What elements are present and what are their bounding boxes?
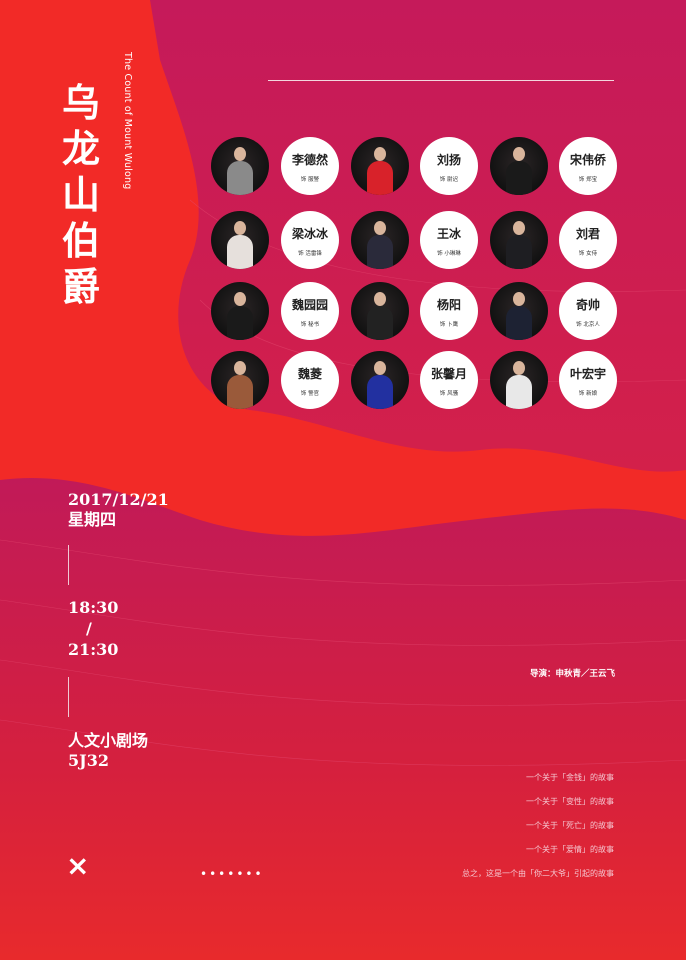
- lower-wave: [0, 478, 686, 960]
- actor-role: 饰 警官: [300, 391, 320, 397]
- cast-photo: [211, 282, 269, 340]
- figure-head: [374, 221, 386, 235]
- close-icon[interactable]: ×: [66, 849, 90, 882]
- cast-name-card: 杨阳饰 卜鹰: [420, 282, 478, 340]
- cast-name-card: 魏园园饰 秘书: [281, 282, 339, 340]
- cast-photo: [351, 211, 409, 269]
- figure: [506, 375, 532, 409]
- cast-photo: [211, 137, 269, 195]
- actor-role: 饰 女侍: [578, 251, 598, 257]
- actor-name: 魏园园: [291, 298, 328, 312]
- date: 2017/12/21: [68, 490, 169, 509]
- poster-subtitle: The Count of Mount Wulong: [122, 52, 133, 190]
- figure: [227, 375, 253, 409]
- figure: [506, 161, 532, 195]
- cast-name-card: 李德然饰 服警: [281, 137, 339, 195]
- actor-name: 叶宏宇: [569, 367, 606, 381]
- figure: [227, 235, 253, 269]
- figure: [367, 375, 393, 409]
- story-line: 一个关于「金钱」的故事: [526, 773, 614, 782]
- cast-photo: [211, 351, 269, 409]
- cast-photo: [490, 211, 548, 269]
- story-line: 总之，这是一个由「你二大爷」引起的故事: [462, 869, 614, 878]
- cast-name-card: 魏菱饰 警官: [281, 351, 339, 409]
- cast-name-card: 刘扬饰 尉迟: [420, 137, 478, 195]
- divider-line: [68, 545, 69, 585]
- weekday: 星期四: [68, 510, 117, 529]
- actor-role: 饰 新娘: [578, 391, 598, 397]
- actor-name: 奇帅: [575, 298, 600, 312]
- figure-head: [513, 221, 525, 235]
- actor-role: 饰 活雷锋: [298, 251, 322, 257]
- upper-wave: [150, 0, 686, 472]
- venue: 人文小剧场: [68, 731, 149, 750]
- cast-photo: [490, 137, 548, 195]
- cast-photo: [351, 351, 409, 409]
- time-end: 21:30: [68, 640, 119, 659]
- story-line: 一个关于「变性」的故事: [526, 797, 614, 806]
- figure-head: [513, 292, 525, 306]
- figure: [367, 235, 393, 269]
- actor-role: 饰 北京人: [576, 322, 600, 328]
- actor-name: 张馨月: [430, 367, 467, 381]
- figure-head: [234, 292, 246, 306]
- divider-line: [268, 80, 614, 81]
- room: 5J32: [68, 751, 109, 770]
- cast-name-card: 张馨月饰 风骚: [420, 351, 478, 409]
- more-dots-icon: •••••••: [200, 867, 264, 881]
- figure: [227, 161, 253, 195]
- cast-photo: [490, 351, 548, 409]
- actor-role: 饰 秘书: [300, 322, 320, 328]
- director: 导演：申秋青／王云飞: [530, 669, 616, 679]
- cast-name-card: 奇帅饰 北京人: [559, 282, 617, 340]
- cast-name-card: 梁冰冰饰 活雷锋: [281, 211, 339, 269]
- story-line: 一个关于「死亡」的故事: [526, 821, 614, 830]
- actor-role: 饰 郑宝: [578, 177, 598, 183]
- actor-role: 饰 尉迟: [439, 177, 459, 183]
- cast-photo: [211, 211, 269, 269]
- figure: [367, 306, 393, 340]
- figure: [506, 306, 532, 340]
- figure-head: [234, 221, 246, 235]
- actor-name: 梁冰冰: [291, 227, 328, 241]
- figure: [506, 235, 532, 269]
- actor-name: 刘君: [575, 227, 600, 241]
- actor-role: 饰 卜鹰: [439, 322, 459, 328]
- story-line: 一个关于「爱情」的故事: [526, 845, 614, 854]
- cast-name-card: 王冰饰 小琳琳: [420, 211, 478, 269]
- actor-name: 刘扬: [436, 153, 461, 167]
- cast-photo: [351, 282, 409, 340]
- time-separator: /: [86, 619, 92, 638]
- cast-name-card: 刘君饰 女侍: [559, 211, 617, 269]
- figure: [367, 161, 393, 195]
- cast-photo: [490, 282, 548, 340]
- figure-head: [374, 361, 386, 375]
- actor-role: 饰 小琳琳: [437, 251, 461, 257]
- cast-photo: [351, 137, 409, 195]
- actor-name: 王冰: [436, 227, 461, 241]
- figure: [227, 306, 253, 340]
- cast-name-card: 叶宏宇饰 新娘: [559, 351, 617, 409]
- actor-role: 饰 风骚: [439, 391, 459, 397]
- time-start: 18:30: [68, 598, 119, 617]
- figure-head: [374, 292, 386, 306]
- figure-head: [513, 147, 525, 161]
- actor-role: 饰 服警: [300, 177, 320, 183]
- actor-name: 魏菱: [297, 367, 322, 381]
- actor-name: 宋伟侨: [569, 153, 606, 167]
- actor-name: 杨阳: [436, 298, 461, 312]
- cast-name-card: 宋伟侨饰 郑宝: [559, 137, 617, 195]
- figure-head: [234, 361, 246, 375]
- poster-title: 乌龙山伯爵: [62, 80, 101, 309]
- divider-line: [68, 677, 69, 717]
- figure-head: [513, 361, 525, 375]
- actor-name: 李德然: [291, 153, 328, 167]
- figure-head: [374, 147, 386, 161]
- figure-head: [234, 147, 246, 161]
